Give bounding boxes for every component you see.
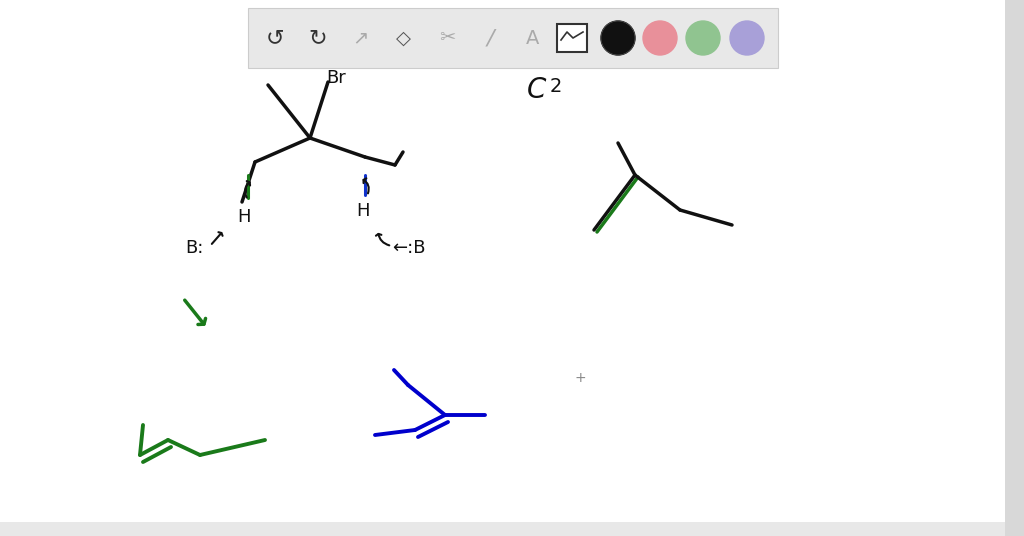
Text: A: A <box>526 28 540 48</box>
Text: ◇: ◇ <box>395 28 411 48</box>
Text: ✂: ✂ <box>439 28 456 48</box>
Bar <box>0 522 1005 536</box>
Text: H: H <box>238 208 251 226</box>
Bar <box>557 24 587 52</box>
Text: H: H <box>356 202 370 220</box>
Circle shape <box>643 21 677 55</box>
Text: B:: B: <box>185 239 204 257</box>
Text: 2: 2 <box>550 77 562 95</box>
Text: +: + <box>574 371 586 385</box>
Text: ↺: ↺ <box>265 28 285 48</box>
Text: /: / <box>486 28 494 48</box>
Text: Br: Br <box>326 69 346 87</box>
Bar <box>248 8 778 68</box>
Circle shape <box>686 21 720 55</box>
Circle shape <box>601 21 635 55</box>
Text: ↻: ↻ <box>308 28 328 48</box>
Text: ↗: ↗ <box>352 28 369 48</box>
Bar <box>1005 0 1024 536</box>
Circle shape <box>730 21 764 55</box>
Text: C: C <box>527 76 547 104</box>
Text: ←:B: ←:B <box>392 239 426 257</box>
